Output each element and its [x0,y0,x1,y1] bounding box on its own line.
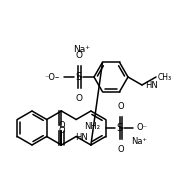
Text: CH₃: CH₃ [158,72,172,81]
Text: O: O [58,126,65,135]
Text: O⁻: O⁻ [137,124,148,133]
Text: S: S [117,123,123,133]
Text: O: O [117,102,124,111]
Text: ⁻O–: ⁻O– [45,72,60,81]
Text: S: S [75,72,81,82]
Text: NH₂: NH₂ [84,122,100,131]
Text: O: O [76,94,83,103]
Text: Na⁺: Na⁺ [132,138,148,147]
Text: HN: HN [145,80,158,89]
Text: O: O [58,121,65,130]
Text: Na⁺: Na⁺ [73,44,90,53]
Text: O: O [117,145,124,154]
Text: O: O [76,51,83,60]
Text: HN: HN [75,133,88,142]
